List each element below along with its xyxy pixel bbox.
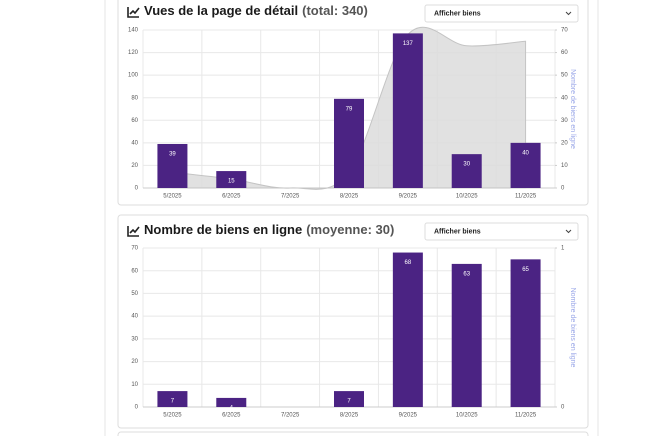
- value-label: 7: [171, 399, 175, 405]
- y2-tick-label: 70: [561, 28, 568, 34]
- title-note: (total: 340): [302, 3, 368, 18]
- y2-tick-label: 0: [561, 405, 565, 411]
- value-label: 137: [403, 41, 414, 47]
- y-tick-label: 30: [131, 336, 138, 342]
- y-tick-label: 70: [131, 246, 138, 252]
- y2-tick-label: 20: [561, 140, 568, 146]
- y-tick-label: 60: [131, 118, 138, 124]
- bar: [451, 263, 482, 407]
- y-tick-label: 20: [131, 359, 138, 365]
- value-label: 39: [169, 152, 176, 158]
- x-tick-label: 5/2025: [163, 413, 182, 419]
- value-label: 4: [230, 405, 234, 411]
- y-tick-label: 60: [131, 268, 138, 274]
- y2-tick-label: 60: [561, 50, 568, 56]
- bar: [334, 391, 364, 407]
- value-label: 30: [463, 162, 470, 168]
- y2-tick-label: 30: [561, 118, 568, 124]
- value-label: 65: [522, 267, 529, 273]
- bar: [157, 391, 188, 407]
- value-label: 15: [228, 179, 235, 185]
- x-tick-label: 8/2025: [340, 194, 359, 200]
- bar: [392, 33, 423, 189]
- y2-tick-label: 10: [561, 163, 568, 169]
- panel-title: Vues de la page de détail (total: 340): [144, 3, 368, 18]
- x-tick-label: 10/2025: [456, 413, 478, 419]
- x-tick-label: 8/2025: [340, 413, 359, 419]
- dropdown-label: Afficher biens: [434, 10, 481, 17]
- y-tick-label: 80: [131, 95, 138, 101]
- x-tick-label: 10/2025: [456, 194, 478, 200]
- title-text: Nombre de biens en ligne: [144, 222, 302, 237]
- dropdown[interactable]: [424, 4, 579, 23]
- y-tick-label: 50: [131, 291, 138, 297]
- dropdown[interactable]: [424, 222, 579, 241]
- dropdown-chevron: [565, 229, 572, 234]
- chart-icon: [127, 7, 140, 18]
- y-tick-label: 0: [135, 405, 139, 411]
- bar: [510, 259, 541, 407]
- x-tick-label: 5/2025: [163, 194, 182, 200]
- title-text: Vues de la page de détail: [144, 3, 298, 18]
- x-tick-label: 11/2025: [515, 194, 537, 200]
- x-tick-label: 7/2025: [281, 413, 300, 419]
- bar: [334, 98, 364, 188]
- dropdown-label: Afficher biens: [434, 228, 481, 235]
- chart-icon: [127, 226, 140, 237]
- y2-axis-label: Nombre de biens en ligne: [569, 69, 576, 149]
- value-label: 79: [346, 106, 353, 112]
- y-tick-label: 0: [135, 186, 139, 192]
- y-tick-label: 40: [131, 314, 138, 320]
- x-tick-label: 6/2025: [222, 194, 241, 200]
- next-panel: [117, 431, 589, 436]
- panel-title: Nombre de biens en ligne (moyenne: 30): [144, 222, 394, 237]
- value-label: 7: [347, 399, 351, 405]
- x-tick-label: 6/2025: [222, 413, 241, 419]
- value-label: 63: [463, 271, 470, 277]
- bar: [451, 154, 482, 188]
- bar: [216, 397, 247, 407]
- bar: [392, 252, 423, 407]
- x-tick-label: 9/2025: [399, 413, 418, 419]
- bar: [157, 143, 188, 188]
- bar: [510, 142, 541, 188]
- y2-tick-label: 0: [561, 186, 565, 192]
- y-tick-label: 120: [128, 50, 139, 56]
- y-tick-label: 100: [128, 73, 139, 79]
- y-tick-label: 10: [131, 382, 138, 388]
- y2-tick-label: 1: [561, 246, 565, 252]
- x-tick-label: 11/2025: [515, 413, 537, 419]
- y-tick-label: 20: [131, 163, 138, 169]
- title-note: (moyenne: 30): [306, 222, 394, 237]
- x-tick-label: 7/2025: [281, 194, 300, 200]
- value-label: 40: [522, 150, 529, 156]
- bar: [216, 171, 247, 188]
- y2-tick-label: 50: [561, 73, 568, 79]
- value-label: 68: [405, 260, 412, 266]
- dropdown-chevron: [565, 11, 572, 16]
- y2-tick-label: 40: [561, 95, 568, 101]
- y-tick-label: 140: [128, 28, 139, 34]
- y2-axis-label: Nombre de biens en ligne: [569, 288, 576, 368]
- y-tick-label: 40: [131, 140, 138, 146]
- x-tick-label: 9/2025: [399, 194, 418, 200]
